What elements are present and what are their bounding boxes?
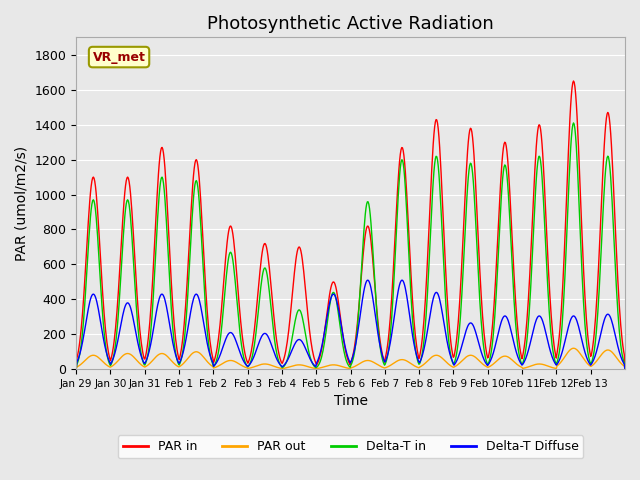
Text: VR_met: VR_met (93, 50, 145, 63)
Legend: PAR in, PAR out, Delta-T in, Delta-T Diffuse: PAR in, PAR out, Delta-T in, Delta-T Dif… (118, 435, 584, 458)
X-axis label: Time: Time (333, 395, 367, 408)
Y-axis label: PAR (umol/m2/s): PAR (umol/m2/s) (15, 146, 29, 261)
Title: Photosynthetic Active Radiation: Photosynthetic Active Radiation (207, 15, 494, 33)
